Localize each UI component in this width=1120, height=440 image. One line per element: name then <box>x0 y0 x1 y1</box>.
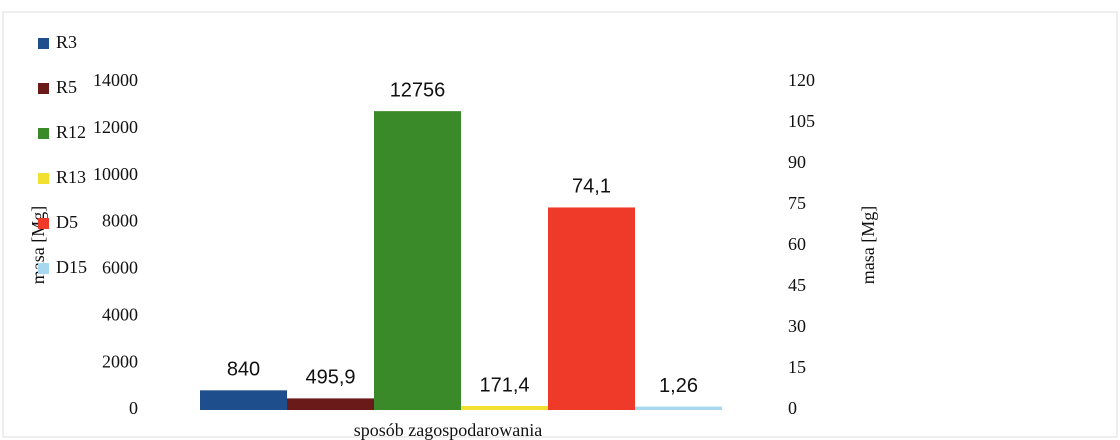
y2-tick-label: 60 <box>788 234 806 254</box>
y-tick-label: 6000 <box>102 258 138 278</box>
y2-tick-label: 120 <box>788 70 815 90</box>
legend-label: D5 <box>56 212 78 232</box>
bar <box>461 405 548 410</box>
y2-tick-label: 15 <box>788 357 806 377</box>
value-label: 840 <box>227 359 260 381</box>
y-tick-label: 0 <box>129 398 138 418</box>
legend-swatch <box>38 218 49 229</box>
legend-swatch <box>38 128 49 139</box>
y2-tick-label: 105 <box>788 111 815 131</box>
y-tick-label: 2000 <box>102 351 138 371</box>
legend-label: R13 <box>56 167 86 187</box>
y-tick-label: 14000 <box>93 70 138 90</box>
x-axis-label: sposób zagospodarowania <box>354 420 542 440</box>
legend-swatch <box>38 173 49 184</box>
value-label: 12756 <box>390 79 446 101</box>
legend-label: R3 <box>56 32 77 52</box>
value-label: 171,4 <box>479 374 529 396</box>
y2-tick-label: 90 <box>788 152 806 172</box>
y-tick-label: 10000 <box>93 164 138 184</box>
y-tick-label: 12000 <box>93 117 138 137</box>
value-label: 1,26 <box>659 375 698 397</box>
bar <box>374 111 461 410</box>
value-label: 74,1 <box>572 176 611 198</box>
bar <box>200 390 287 410</box>
y2-tick-label: 75 <box>788 193 806 213</box>
chart-frame <box>2 11 1118 438</box>
legend-swatch <box>38 263 49 274</box>
y2-axis-label: masa [Mg] <box>858 206 878 284</box>
legend-label: R5 <box>56 77 77 97</box>
y2-tick-label: 0 <box>788 398 797 418</box>
bar <box>287 398 374 410</box>
y-tick-label: 8000 <box>102 211 138 231</box>
y-tick-label: 4000 <box>102 304 138 324</box>
legend-label: D15 <box>56 257 87 277</box>
legend-swatch <box>38 38 49 49</box>
bar <box>635 406 722 410</box>
y2-tick-label: 30 <box>788 316 806 336</box>
legend-label: R12 <box>56 122 86 142</box>
legend-swatch <box>38 83 49 94</box>
bar <box>548 207 635 410</box>
y2-tick-label: 45 <box>788 275 806 295</box>
value-label: 495,9 <box>305 367 355 389</box>
